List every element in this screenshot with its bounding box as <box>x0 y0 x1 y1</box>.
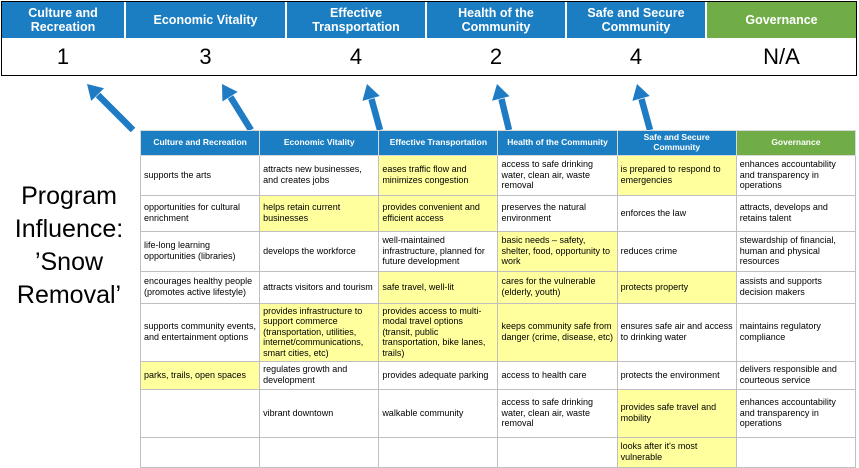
matrix-column-header: Economic Vitality <box>259 130 380 156</box>
caption-line: ’Snow <box>34 248 104 276</box>
matrix-row: parks, trails, open spaces regulates grow… <box>139 360 857 390</box>
matrix-cell: eases traffic flow and minimizes congest… <box>378 154 499 196</box>
up-arrow-icon <box>222 84 254 132</box>
matrix-cell: provides access to multi-modal travel op… <box>378 302 499 362</box>
matrix-row: vibrant downtown walkable community access… <box>139 388 857 438</box>
caption-line: Influence: <box>14 215 124 243</box>
influence-matrix: Culture and Recreation Economic Vitality E… <box>139 130 857 468</box>
caption-line: Program <box>21 182 117 210</box>
matrix-cell: assists and supports decision makers <box>735 270 857 304</box>
caption-line: Removal’ <box>16 281 122 309</box>
matrix-cell <box>259 436 380 468</box>
matrix-cell: provides adequate parking <box>378 360 499 390</box>
summary-bar: Culture and Recreation Economic Vitality E… <box>1 1 857 76</box>
matrix-cell: access to health care <box>497 360 618 390</box>
up-arrow-icon <box>632 84 654 131</box>
matrix-cell <box>497 436 618 468</box>
matrix-cell: basic needs – safety, shelter, food, opp… <box>497 230 618 272</box>
summary-header: Culture and Recreation <box>2 2 124 38</box>
summary-score: 4 <box>567 38 705 75</box>
matrix-cell: develops the workforce <box>259 230 380 272</box>
matrix-cell: opportunities for cultural enrichment <box>139 194 261 232</box>
up-arrow-icon <box>492 84 513 131</box>
matrix-cell: preserves the natural environment <box>497 194 618 232</box>
matrix-header-row: Culture and Recreation Economic Vitality E… <box>139 130 857 156</box>
summary-header: Effective Transportation <box>287 2 425 38</box>
matrix-cell: regulates growth and development <box>259 360 380 390</box>
summary-header: Governance <box>707 2 856 38</box>
matrix-cell <box>139 436 261 468</box>
matrix-cell: attracts, develops and retains talent <box>735 194 857 232</box>
summary-score: N/A <box>707 38 856 75</box>
matrix-row: supports the arts attracts new businesses… <box>139 154 857 196</box>
program-caption: Program Influence: ’Snow Removal’ <box>0 180 138 312</box>
matrix-cell: protects the environment <box>616 360 737 390</box>
up-arrow-icon <box>87 84 136 133</box>
matrix-column-header: Culture and Recreation <box>139 130 261 156</box>
matrix-row: life-long learning opportunities (librar… <box>139 230 857 272</box>
matrix-cell: ensures safe air and access to drinking … <box>616 302 737 362</box>
summary-score: 4 <box>287 38 425 75</box>
matrix-row: supports community events, and entertain… <box>139 302 857 362</box>
summary-score-row: 1 3 4 2 4 N/A <box>2 38 856 75</box>
score-arrows <box>87 84 654 133</box>
matrix-cell: provides safe travel and mobility <box>616 388 737 438</box>
matrix-cell: parks, trails, open spaces <box>139 360 261 390</box>
matrix-cell: walkable community <box>378 388 499 438</box>
matrix-cell: looks after it's most vulnerable <box>616 436 737 468</box>
matrix-cell: provides convenient and efficient access <box>378 194 499 232</box>
summary-score: 3 <box>126 38 285 75</box>
matrix-cell: life-long learning opportunities (librar… <box>139 230 261 272</box>
matrix-cell: attracts new businesses, and creates job… <box>259 154 380 196</box>
summary-score: 1 <box>2 38 124 75</box>
up-arrow-icon <box>362 84 384 131</box>
matrix-cell: is prepared to respond to emergencies <box>616 154 737 196</box>
matrix-cell: reduces crime <box>616 230 737 272</box>
matrix-cell: safe travel, well-lit <box>378 270 499 304</box>
matrix-column-header: Health of the Community <box>497 130 618 156</box>
matrix-cell: supports the arts <box>139 154 261 196</box>
matrix-cell <box>378 436 499 468</box>
matrix-cell <box>139 388 261 438</box>
matrix-cell: enforces the law <box>616 194 737 232</box>
summary-header-row: Culture and Recreation Economic Vitality E… <box>2 2 856 38</box>
matrix-cell: well-maintained infrastructure, planned … <box>378 230 499 272</box>
matrix-cell: maintains regulatory compliance <box>735 302 857 362</box>
summary-header: Health of the Community <box>427 2 565 38</box>
summary-header: Economic Vitality <box>126 2 285 38</box>
matrix-cell: cares for the vulnerable (elderly, youth… <box>497 270 618 304</box>
matrix-row: encourages healthy people (promotes acti… <box>139 270 857 304</box>
matrix-row: opportunities for cultural enrichment hel… <box>139 194 857 232</box>
matrix-row: looks after it's most vulnerable <box>139 436 857 468</box>
matrix-column-header: Effective Transportation <box>378 130 499 156</box>
matrix-cell: keeps community safe from danger (crime,… <box>497 302 618 362</box>
matrix-cell: helps retain current businesses <box>259 194 380 232</box>
matrix-cell: protects property <box>616 270 737 304</box>
matrix-cell: stewardship of financial, human and phys… <box>735 230 857 272</box>
matrix-cell: provides infrastructure to support comme… <box>259 302 380 362</box>
matrix-cell <box>735 436 857 468</box>
summary-score: 2 <box>427 38 565 75</box>
matrix-cell: attracts visitors and tourism <box>259 270 380 304</box>
matrix-cell: encourages healthy people (promotes acti… <box>139 270 261 304</box>
matrix-cell: supports community events, and entertain… <box>139 302 261 362</box>
matrix-cell: access to safe drinking water, clean air… <box>497 388 618 438</box>
matrix-cell: delivers responsible and courteous servi… <box>735 360 857 390</box>
matrix-cell: enhances accountability and transparency… <box>735 154 857 196</box>
matrix-column-header: Governance <box>735 130 857 156</box>
matrix-cell: access to safe drinking water, clean air… <box>497 154 618 196</box>
matrix-cell: vibrant downtown <box>259 388 380 438</box>
matrix-column-header: Safe and Secure Community <box>616 130 737 156</box>
matrix-cell: enhances accountability and transparency… <box>735 388 857 438</box>
summary-header: Safe and Secure Community <box>567 2 705 38</box>
